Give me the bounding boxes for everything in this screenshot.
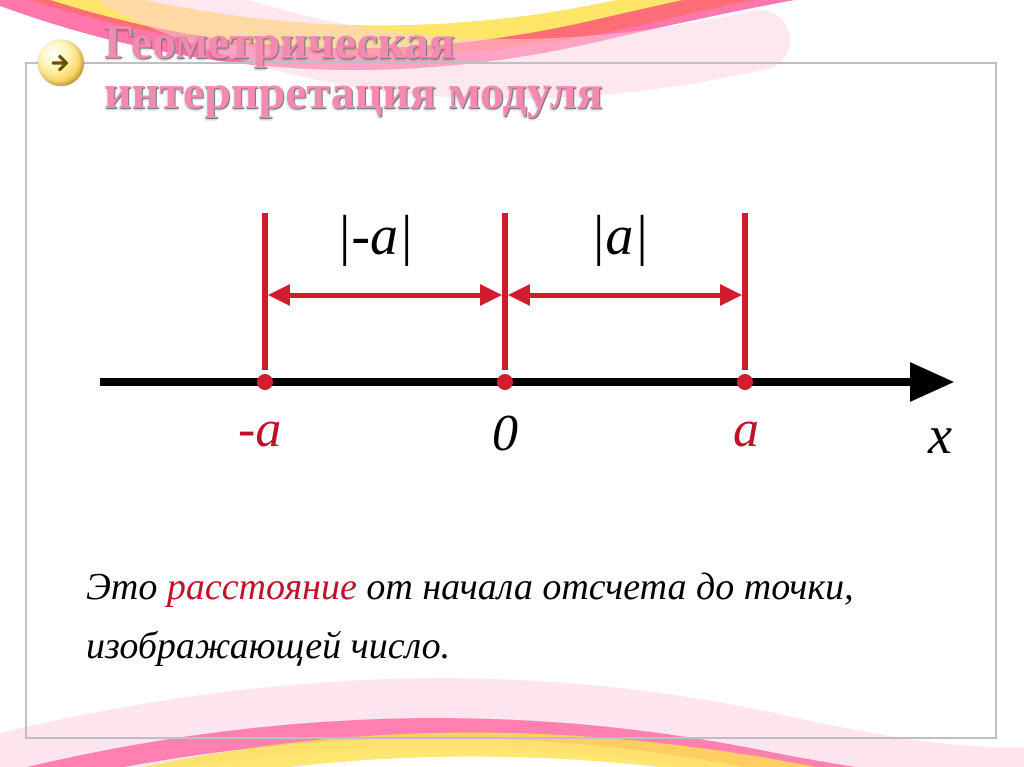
label-neg-a: -a — [238, 404, 281, 456]
abs-label-neg-a: |-a| — [336, 208, 413, 264]
caption-prefix: Это — [86, 566, 167, 608]
frame-border — [25, 737, 997, 739]
tick-zero — [502, 213, 508, 370]
title-line1: Геометрическая — [104, 16, 455, 69]
slide-title: Геометрическая интерпретация модуля — [104, 18, 603, 119]
point-pos-a — [737, 374, 753, 390]
dist-arrowhead-left-r — [480, 284, 502, 306]
point-neg-a — [257, 374, 273, 390]
point-zero — [497, 374, 513, 390]
dist-arrowhead-left — [268, 284, 290, 306]
label-x-axis: x — [928, 404, 952, 466]
tick-pos-a — [742, 213, 748, 370]
title-line2: интерпретация модуля — [104, 66, 603, 119]
abs-label-pos-a: |a| — [590, 208, 649, 264]
caption-highlight: расстояние — [167, 566, 357, 608]
dist-arrow-left — [288, 293, 482, 298]
caption: Это расстояние от начала отсчета до точк… — [86, 558, 926, 676]
slide: Геометрическая интерпретация модуля |-a|… — [0, 0, 1024, 767]
x-axis — [100, 378, 918, 386]
dist-arrowhead-right — [720, 284, 742, 306]
frame-border — [995, 62, 997, 737]
dist-arrow-right — [528, 293, 722, 298]
label-pos-a: a — [733, 404, 759, 456]
dist-arrowhead-right-l — [508, 284, 530, 306]
x-axis-arrowhead — [910, 362, 954, 402]
frame-border — [25, 62, 27, 737]
tick-neg-a — [262, 213, 268, 370]
label-zero: 0 — [492, 408, 518, 460]
forward-arrow-icon — [48, 50, 74, 76]
nav-forward-button[interactable] — [38, 40, 84, 86]
